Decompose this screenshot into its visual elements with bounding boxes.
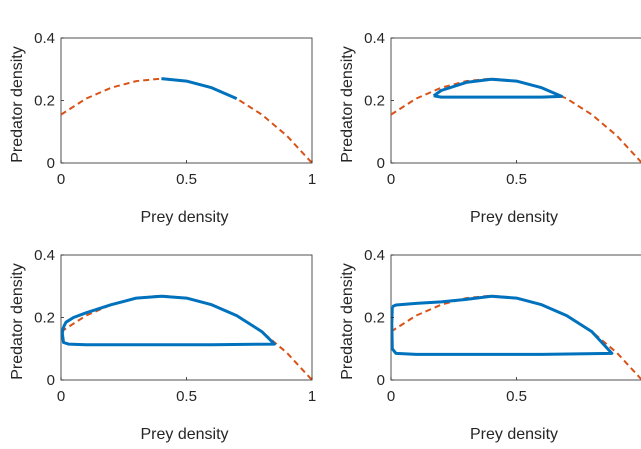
subplot-top-right: 0 0.5 0 0.2 0.4 Prey density Predator density xyxy=(339,30,641,226)
trajectory-line xyxy=(434,79,562,97)
y-tick-label: 0.2 xyxy=(364,310,385,327)
trajectory-line xyxy=(62,296,274,344)
nullcline-dashed-line xyxy=(391,296,641,380)
nullcline-dashed-line xyxy=(391,79,641,163)
x-tick-label: 1 xyxy=(308,171,316,188)
x-tick-label: 0 xyxy=(57,171,65,188)
axes-box xyxy=(391,38,641,163)
x-tick-label: 0 xyxy=(57,388,65,405)
axes-box xyxy=(391,255,641,380)
y-tick-label: 0.2 xyxy=(34,310,55,327)
x-tick-label: 1 xyxy=(308,388,316,405)
nullcline-dashed-line xyxy=(61,79,312,163)
y-tick-label: 0.4 xyxy=(364,30,385,47)
trajectory-line xyxy=(392,296,612,354)
y-axis-label: Predator density xyxy=(9,46,26,163)
subplot-top-left: 0 0.5 1 0 0.2 0.4 Prey density Predator density xyxy=(9,30,316,226)
x-tick-label: 0.5 xyxy=(176,388,197,405)
y-axis-label: Predator density xyxy=(9,263,26,380)
x-tick-label: 0 xyxy=(387,388,395,405)
x-axis-label: Prey density xyxy=(140,209,228,226)
subplot-bottom-left: 0 0.5 1 0 0.2 0.4 Prey density Predator density xyxy=(9,247,316,443)
x-axis-label: Prey density xyxy=(140,426,228,443)
subplot-bottom-right: 0 0.5 0 0.2 0.4 Prey density Predator density xyxy=(339,247,641,443)
y-tick-label: 0.4 xyxy=(364,247,385,264)
y-axis-label: Predator density xyxy=(339,263,356,380)
y-tick-label: 0.2 xyxy=(34,93,55,110)
y-tick-label: 0 xyxy=(377,372,385,389)
y-tick-label: 0.2 xyxy=(364,93,385,110)
trajectory-line xyxy=(161,79,236,99)
y-tick-label: 0.4 xyxy=(34,30,55,47)
x-tick-label: 0 xyxy=(387,171,395,188)
y-tick-label: 0 xyxy=(47,372,55,389)
x-tick-label: 0.5 xyxy=(506,171,527,188)
x-tick-label: 0.5 xyxy=(176,171,197,188)
x-axis-label: Prey density xyxy=(470,209,558,226)
y-tick-label: 0 xyxy=(377,155,385,172)
axes-box xyxy=(61,38,312,163)
y-tick-label: 0 xyxy=(47,155,55,172)
axes-box xyxy=(61,255,312,380)
y-axis-label: Predator density xyxy=(339,46,356,163)
y-tick-label: 0.4 xyxy=(34,247,55,264)
x-axis-label: Prey density xyxy=(470,426,558,443)
x-tick-label: 0.5 xyxy=(506,388,527,405)
